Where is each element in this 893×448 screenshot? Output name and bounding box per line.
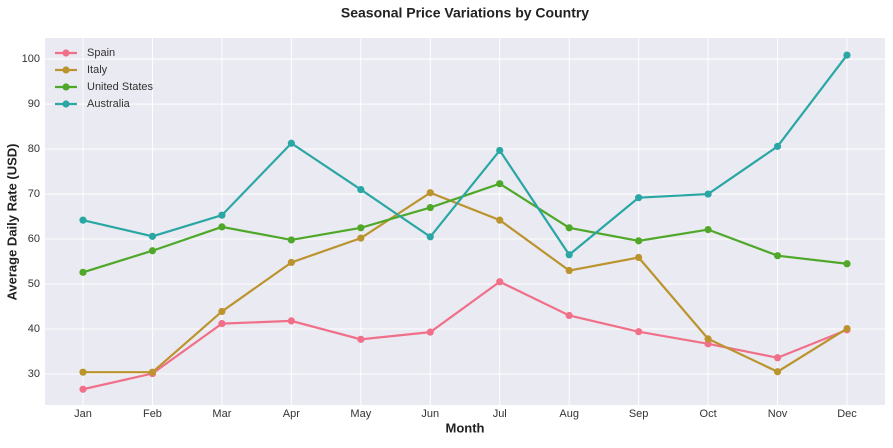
point	[635, 253, 643, 262]
point	[357, 234, 365, 242]
point	[565, 251, 573, 259]
point	[426, 203, 434, 212]
point	[704, 190, 712, 198]
point	[218, 307, 226, 316]
series-line	[83, 191, 848, 374]
point	[704, 335, 712, 343]
x-tick-label: Jan	[74, 408, 92, 420]
x-tick-label: Oct	[700, 408, 717, 420]
point	[704, 225, 712, 234]
point	[79, 268, 87, 276]
point	[426, 328, 434, 336]
y-tick-label: 100	[22, 53, 40, 65]
point	[565, 311, 573, 320]
x-tick-label: Aug	[559, 408, 579, 420]
point	[218, 211, 226, 219]
legend-label: Italy	[87, 64, 108, 76]
point	[287, 139, 295, 147]
x-tick-label: May	[350, 408, 371, 420]
x-tick-label: Jul	[493, 408, 507, 420]
x-axis-label: Month	[446, 420, 485, 435]
legend-label: United States	[87, 81, 154, 93]
point	[773, 142, 782, 150]
y-axis-label: Average Daily Rate (USD)	[4, 143, 19, 300]
point	[496, 146, 504, 155]
point	[79, 368, 87, 376]
x-tick-label: Mar	[212, 408, 231, 420]
legend-label: Spain	[87, 47, 115, 59]
chart-title: Seasonal Price Variations by Country	[341, 5, 589, 21]
point	[79, 385, 87, 393]
y-tick-label: 70	[28, 188, 40, 200]
point	[79, 216, 87, 224]
point	[565, 224, 573, 232]
point	[287, 258, 295, 267]
x-tick-label: Apr	[283, 408, 300, 420]
point	[843, 324, 851, 333]
point	[287, 236, 295, 244]
point	[287, 317, 295, 325]
point	[426, 233, 434, 241]
legend-marker	[62, 49, 70, 57]
point	[496, 278, 504, 286]
y-tick-label: 60	[28, 233, 40, 245]
point	[148, 247, 157, 255]
point	[635, 237, 643, 245]
point	[773, 252, 782, 260]
x-tick-label: Nov	[768, 408, 788, 420]
y-tick-label: 30	[28, 368, 40, 380]
legend-marker	[62, 83, 70, 91]
legend-label: Australia	[87, 98, 131, 110]
point	[148, 368, 157, 376]
point	[496, 216, 504, 224]
point	[773, 368, 782, 376]
x-tick-label: Feb	[143, 408, 162, 420]
x-tick-label: Sep	[629, 408, 649, 420]
point	[773, 354, 782, 362]
legend-marker	[62, 66, 70, 74]
x-tick-label: Dec	[837, 408, 857, 420]
point	[843, 260, 851, 268]
series-line	[82, 54, 848, 257]
point	[635, 194, 643, 202]
series-line	[82, 182, 848, 274]
point	[704, 340, 712, 348]
point	[357, 224, 365, 232]
y-tick-label: 90	[28, 98, 40, 110]
point	[635, 328, 643, 336]
point	[218, 223, 226, 231]
y-tick-label: 80	[28, 143, 40, 155]
x-tick-label: Jun	[421, 408, 439, 420]
series-line	[82, 280, 848, 391]
point	[496, 180, 504, 188]
legend-marker	[62, 100, 70, 108]
point	[565, 266, 573, 275]
point	[218, 319, 226, 328]
y-tick-label: 40	[28, 323, 40, 335]
point	[357, 185, 365, 194]
point	[426, 189, 434, 197]
plot-area	[45, 38, 885, 405]
point	[148, 232, 157, 240]
y-tick-label: 50	[28, 278, 40, 290]
point	[843, 51, 851, 59]
point	[357, 335, 365, 343]
